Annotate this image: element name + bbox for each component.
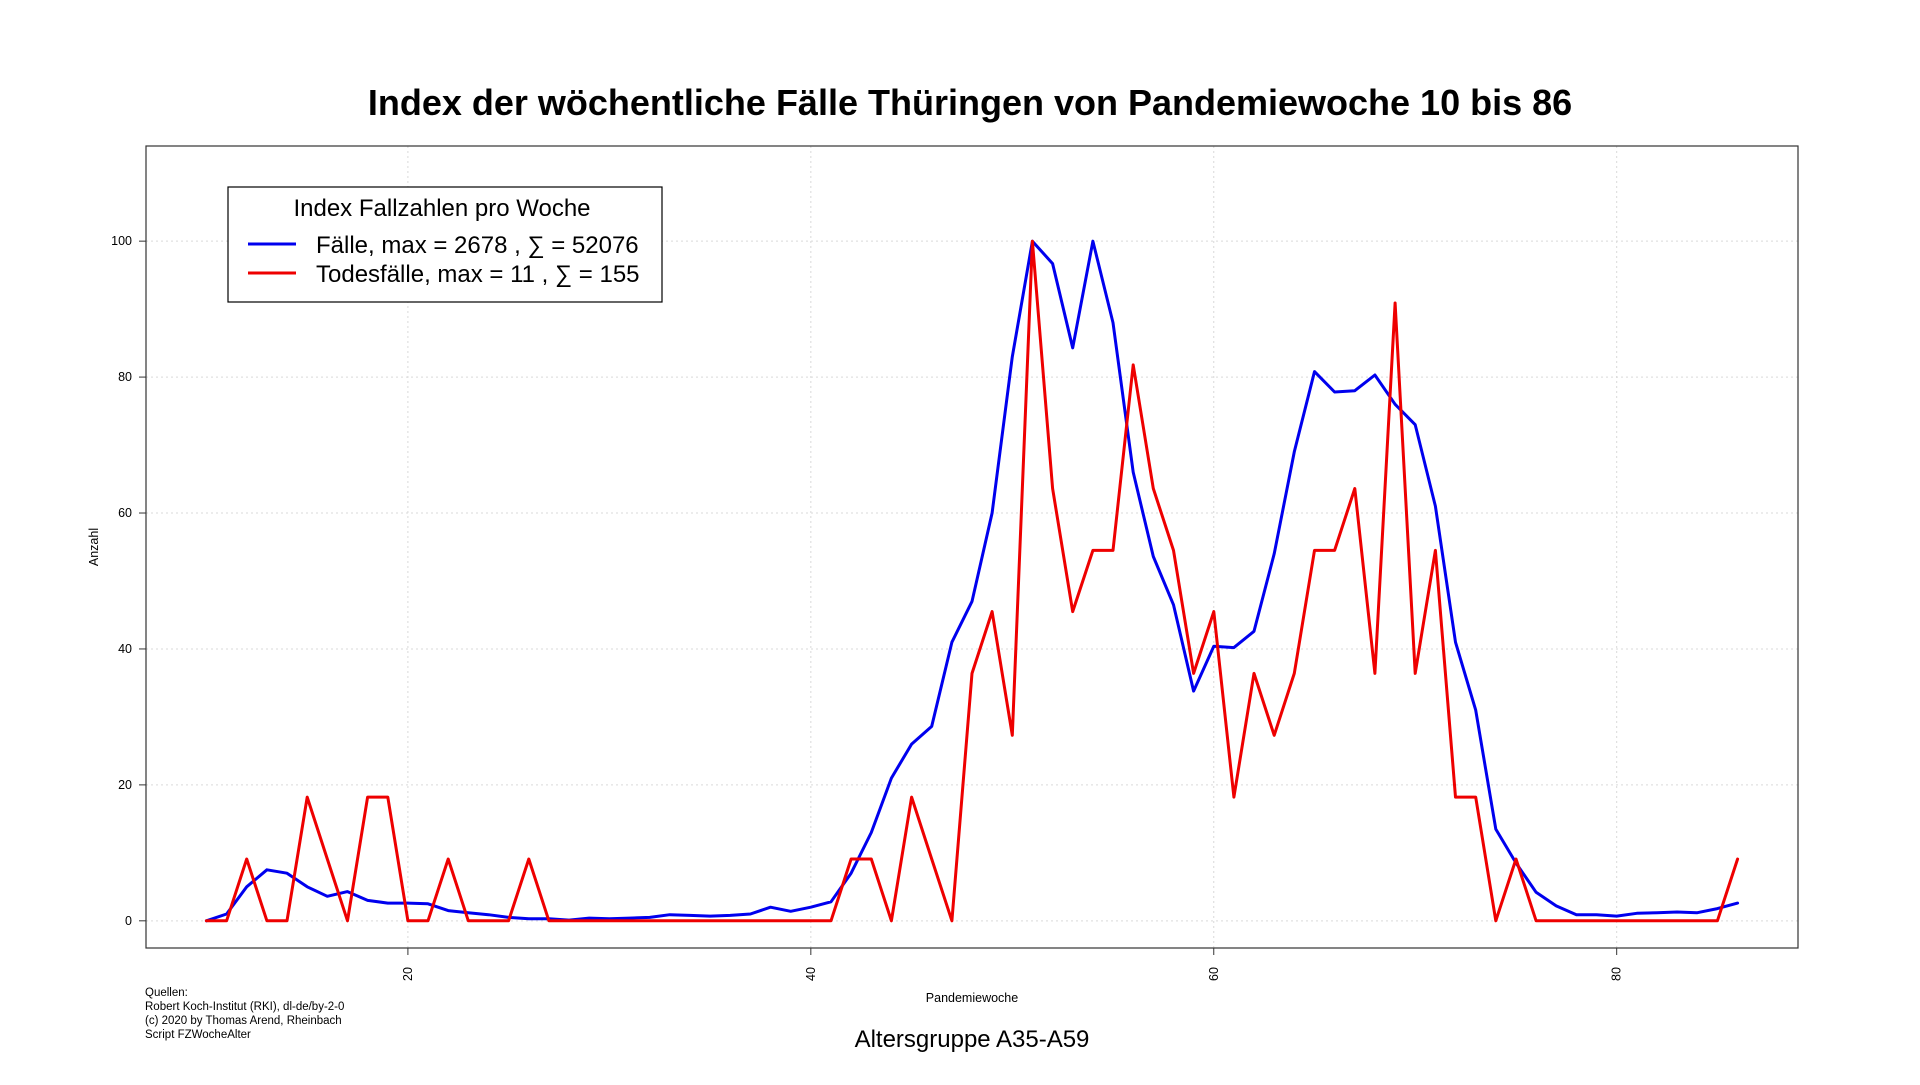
legend: Index Fallzahlen pro Woche Fälle, max = … <box>227 186 663 303</box>
x-tick-label: 80 <box>1610 967 1624 981</box>
chart-subtitle: Altersgruppe A35-A59 <box>855 1026 1090 1053</box>
y-tick-label: 40 <box>118 642 132 656</box>
source-line: Quellen: <box>145 987 188 999</box>
y-tick-label: 100 <box>111 234 132 248</box>
y-tick-label: 20 <box>118 778 132 792</box>
source-line: (c) 2020 by Thomas Arend, Rheinbach <box>145 1015 342 1027</box>
y-axis-label: Anzahl <box>87 528 101 566</box>
x-tick-label: 20 <box>401 967 415 981</box>
plot-frame <box>145 145 1799 949</box>
chart-title: Index der wöchentliche Fälle Thüringen v… <box>368 82 1572 123</box>
x-tick-label: 60 <box>1207 967 1221 981</box>
axes: 20 40 60 80 0 20 40 60 80 100 <box>111 234 1624 981</box>
sources-note: Quellen: Robert Koch-Institut (RKI), dl-… <box>145 986 344 1042</box>
series-line-todesfaelle <box>204 239 1740 923</box>
x-axis-label: Pandemiewoche <box>926 991 1018 1005</box>
series-line-faelle <box>204 239 1740 923</box>
source-line: Script FZWocheAlter <box>145 1029 251 1041</box>
grid-lines <box>146 146 1798 948</box>
source-line: Robert Koch-Institut (RKI), dl-de/by-2-0 <box>145 1001 345 1013</box>
y-tick-label: 0 <box>125 914 132 928</box>
legend-entry-todesfaelle: Todesfälle, max = 11 , ∑ = 155 <box>316 261 640 288</box>
x-tick-label: 40 <box>804 967 818 981</box>
legend-entry-faelle: Fälle, max = 2678 , ∑ = 52076 <box>316 232 639 259</box>
y-tick-label: 80 <box>118 370 132 384</box>
series-lines <box>204 239 1740 923</box>
legend-title: Index Fallzahlen pro Woche <box>293 195 590 222</box>
y-tick-label: 60 <box>118 506 132 520</box>
legend-box <box>227 186 663 303</box>
